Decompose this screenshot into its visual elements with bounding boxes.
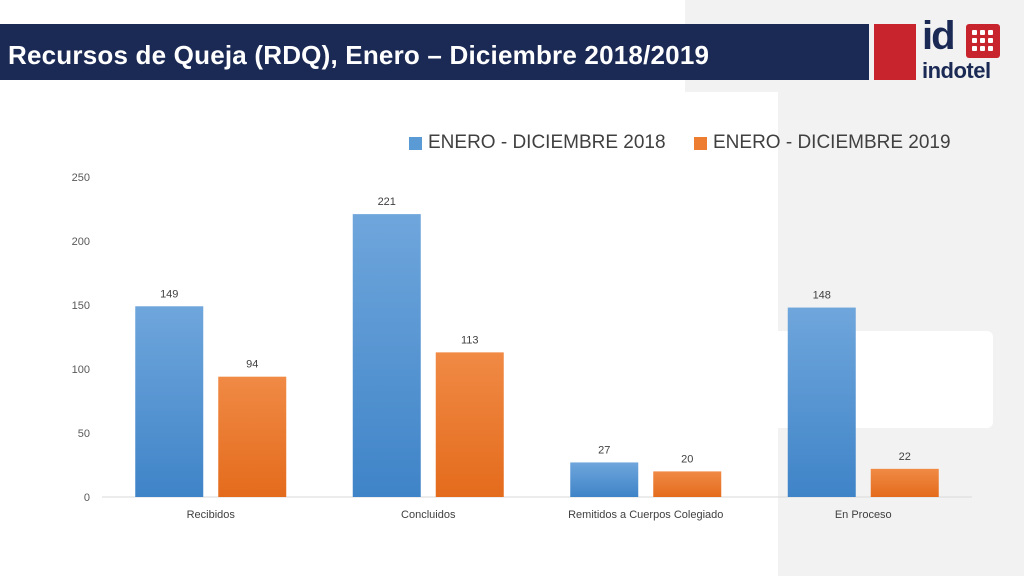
bar-2018 <box>787 307 856 497</box>
bar-2018 <box>135 306 204 497</box>
title-bar <box>0 24 869 80</box>
x-tick-label: En Proceso <box>835 509 892 521</box>
y-tick-label: 100 <box>72 364 90 376</box>
data-label: 148 <box>813 290 831 302</box>
y-tick-label: 150 <box>72 300 90 312</box>
grid-dots-icon <box>966 24 1000 58</box>
legend-label-2018: ENERO - DICIEMBRE 2018 <box>428 132 666 153</box>
y-tick-label: 0 <box>84 492 90 504</box>
x-tick-label: Concluidos <box>401 509 456 521</box>
legend-swatch-2018 <box>409 136 422 150</box>
data-label: 22 <box>899 451 911 463</box>
bar-2019 <box>870 468 939 497</box>
logo-mark: id <box>922 14 956 58</box>
y-tick-label: 250 <box>72 172 90 184</box>
legend-item-2018: ENERO - DICIEMBRE 2018 <box>409 131 666 155</box>
logo-wordmark: indotel <box>922 58 991 83</box>
bar-2019 <box>435 352 504 497</box>
bar-2018 <box>352 214 421 497</box>
x-tick-label: Remitidos a Cuerpos Colegiado <box>568 509 723 521</box>
data-label: 94 <box>246 359 258 371</box>
data-label: 221 <box>378 196 396 208</box>
y-tick-label: 50 <box>78 428 90 440</box>
data-label: 20 <box>681 453 693 465</box>
x-tick-label: Recibidos <box>187 509 236 521</box>
legend-item-2019: ENERO - DICIEMBRE 2019 <box>694 131 951 155</box>
data-label: 113 <box>461 334 479 346</box>
legend-swatch-2019 <box>694 136 707 150</box>
bar-2019 <box>218 376 287 497</box>
legend-label-2019: ENERO - DICIEMBRE 2019 <box>713 132 951 153</box>
logo-red-block <box>874 24 916 80</box>
y-tick-label: 200 <box>72 236 90 248</box>
bar-2018 <box>570 462 639 497</box>
data-label: 27 <box>598 444 610 456</box>
slide-title: Recursos de Queja (RDQ), Enero – Diciemb… <box>8 40 710 70</box>
bar-2019 <box>653 471 722 497</box>
data-label: 149 <box>160 288 178 300</box>
